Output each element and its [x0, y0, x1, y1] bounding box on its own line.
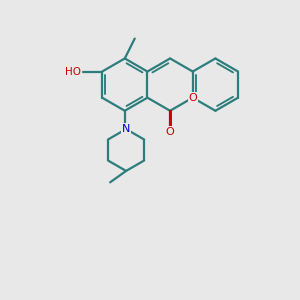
Text: O: O	[188, 93, 197, 103]
Text: HO: HO	[65, 67, 81, 76]
Text: N: N	[122, 124, 130, 134]
Text: O: O	[166, 127, 175, 137]
